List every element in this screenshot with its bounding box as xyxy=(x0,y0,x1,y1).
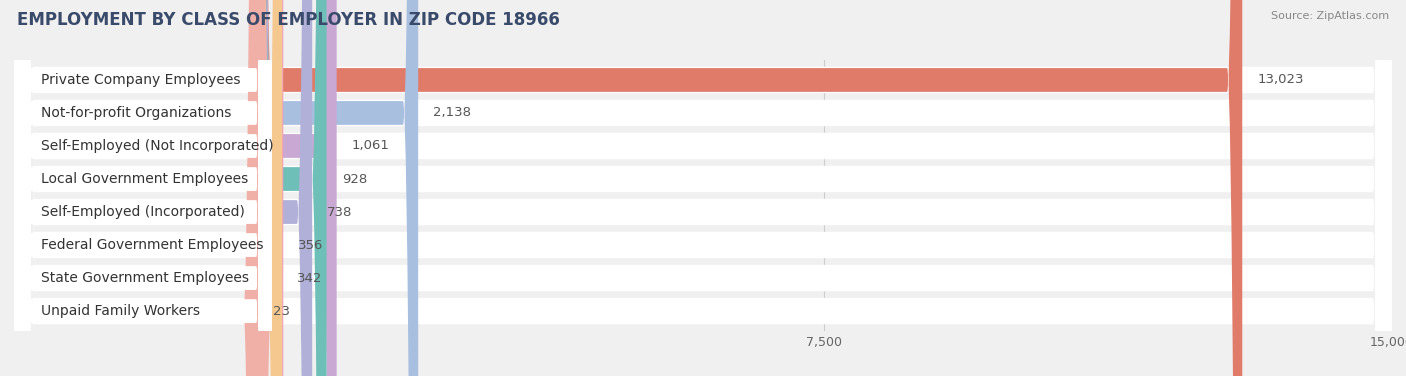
Text: State Government Employees: State Government Employees xyxy=(41,271,249,285)
FancyBboxPatch shape xyxy=(14,0,1392,376)
FancyBboxPatch shape xyxy=(14,0,1392,376)
FancyBboxPatch shape xyxy=(243,0,271,376)
FancyBboxPatch shape xyxy=(14,0,271,376)
Text: Not-for-profit Organizations: Not-for-profit Organizations xyxy=(41,106,231,120)
FancyBboxPatch shape xyxy=(256,0,283,376)
FancyBboxPatch shape xyxy=(14,0,1392,376)
FancyBboxPatch shape xyxy=(256,0,336,376)
FancyBboxPatch shape xyxy=(14,0,271,376)
FancyBboxPatch shape xyxy=(14,0,1392,376)
FancyBboxPatch shape xyxy=(256,0,283,376)
FancyBboxPatch shape xyxy=(14,0,271,376)
Text: 13,023: 13,023 xyxy=(1257,73,1303,86)
FancyBboxPatch shape xyxy=(256,0,1243,376)
Text: 23: 23 xyxy=(273,305,290,318)
Text: Federal Government Employees: Federal Government Employees xyxy=(41,238,263,252)
Text: 738: 738 xyxy=(328,206,353,218)
FancyBboxPatch shape xyxy=(14,0,1392,376)
Text: Source: ZipAtlas.com: Source: ZipAtlas.com xyxy=(1271,11,1389,21)
FancyBboxPatch shape xyxy=(14,0,1392,376)
Text: 928: 928 xyxy=(342,173,367,185)
Text: 356: 356 xyxy=(298,238,323,252)
Text: Local Government Employees: Local Government Employees xyxy=(41,172,247,186)
Text: 2,138: 2,138 xyxy=(433,106,471,120)
Text: 1,061: 1,061 xyxy=(352,139,389,153)
Text: EMPLOYMENT BY CLASS OF EMPLOYER IN ZIP CODE 18966: EMPLOYMENT BY CLASS OF EMPLOYER IN ZIP C… xyxy=(17,11,560,29)
Text: Self-Employed (Incorporated): Self-Employed (Incorporated) xyxy=(41,205,245,219)
FancyBboxPatch shape xyxy=(14,0,271,376)
Text: Self-Employed (Not Incorporated): Self-Employed (Not Incorporated) xyxy=(41,139,273,153)
FancyBboxPatch shape xyxy=(14,0,271,376)
FancyBboxPatch shape xyxy=(14,0,271,376)
FancyBboxPatch shape xyxy=(14,0,1392,376)
FancyBboxPatch shape xyxy=(14,0,1392,376)
Text: 342: 342 xyxy=(297,271,323,285)
Text: Private Company Employees: Private Company Employees xyxy=(41,73,240,87)
FancyBboxPatch shape xyxy=(14,0,271,376)
FancyBboxPatch shape xyxy=(256,0,326,376)
FancyBboxPatch shape xyxy=(256,0,418,376)
FancyBboxPatch shape xyxy=(256,0,312,376)
Text: Unpaid Family Workers: Unpaid Family Workers xyxy=(41,304,200,318)
FancyBboxPatch shape xyxy=(14,0,271,376)
